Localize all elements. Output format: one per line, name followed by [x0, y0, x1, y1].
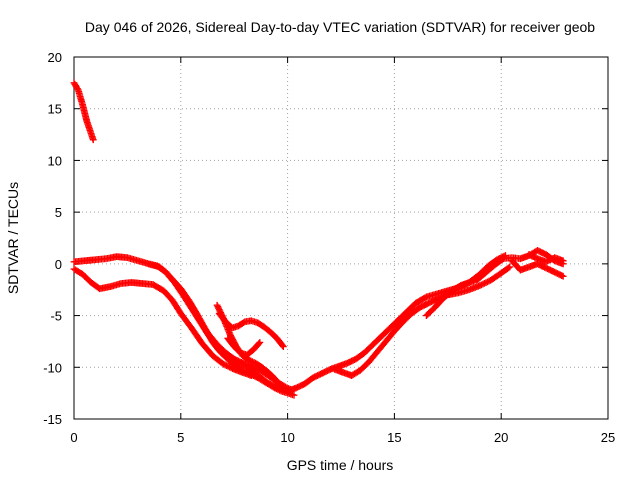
y-tick-label: 5 — [55, 205, 62, 220]
y-tick-label: 0 — [55, 257, 62, 272]
data-point — [559, 257, 567, 265]
data-point — [482, 279, 490, 287]
data-point — [279, 343, 287, 350]
data-point — [479, 280, 487, 288]
data-point — [256, 339, 264, 346]
data-point — [506, 263, 514, 271]
x-tick-label: 15 — [387, 430, 401, 445]
data-point — [477, 281, 485, 289]
x-tick-label: 20 — [494, 430, 508, 445]
data-point — [227, 364, 235, 372]
data-point — [559, 272, 567, 280]
series-arc-7 — [224, 334, 264, 359]
y-axis-label: SDTVAR / TECUs — [5, 182, 21, 294]
data-point — [255, 340, 263, 348]
series-arc-2 — [70, 265, 255, 379]
data-point — [484, 278, 491, 286]
data-point — [275, 380, 283, 388]
y-tick-label: 15 — [48, 102, 62, 117]
data-point — [223, 362, 230, 370]
x-tick-label: 10 — [280, 430, 294, 445]
data-point — [215, 304, 222, 312]
x-tick-label: 25 — [601, 430, 615, 445]
series-arc-early — [70, 79, 97, 144]
data-marks — [70, 79, 567, 399]
x-axis-label: GPS time / hours — [287, 457, 394, 473]
series-arc-9 — [331, 263, 514, 379]
x-tick-label: 0 — [70, 430, 77, 445]
data-point — [226, 363, 234, 371]
plot-frame — [73, 56, 609, 420]
data-point — [89, 136, 97, 144]
series-arc-4 — [168, 275, 294, 396]
series-arc-6 — [215, 310, 287, 350]
data-point — [224, 362, 232, 370]
data-point — [290, 391, 298, 399]
y-tick-label: 10 — [48, 153, 62, 168]
y-tick-label: -5 — [50, 309, 62, 324]
series-arc-13 — [525, 251, 567, 266]
x-tick-label: 5 — [177, 430, 184, 445]
data-point — [279, 342, 286, 349]
data-point — [505, 264, 512, 272]
data-point — [476, 282, 484, 289]
y-tick-label: -10 — [43, 360, 62, 375]
data-point — [221, 361, 229, 369]
series-arc-10 — [423, 275, 482, 319]
data-point — [74, 85, 81, 93]
y-tick-label: -15 — [43, 412, 62, 427]
data-point — [220, 360, 227, 368]
data-point — [214, 303, 222, 311]
grid — [74, 57, 608, 419]
data-point — [274, 379, 282, 386]
chart-title: Day 046 of 2026, Sidereal Day-to-day VTE… — [85, 19, 595, 35]
axis-ticks: 0 5 10 15 20 25 -15 -10 -5 0 5 10 15 20 — [43, 50, 615, 445]
data-point — [247, 372, 255, 379]
data-point — [481, 279, 488, 287]
data-point — [213, 301, 221, 309]
y-tick-label: 20 — [48, 50, 62, 65]
